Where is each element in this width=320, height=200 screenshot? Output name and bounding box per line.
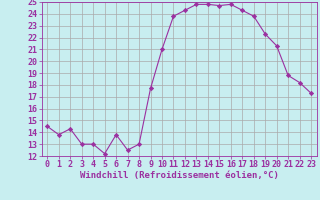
X-axis label: Windchill (Refroidissement éolien,°C): Windchill (Refroidissement éolien,°C) bbox=[80, 171, 279, 180]
